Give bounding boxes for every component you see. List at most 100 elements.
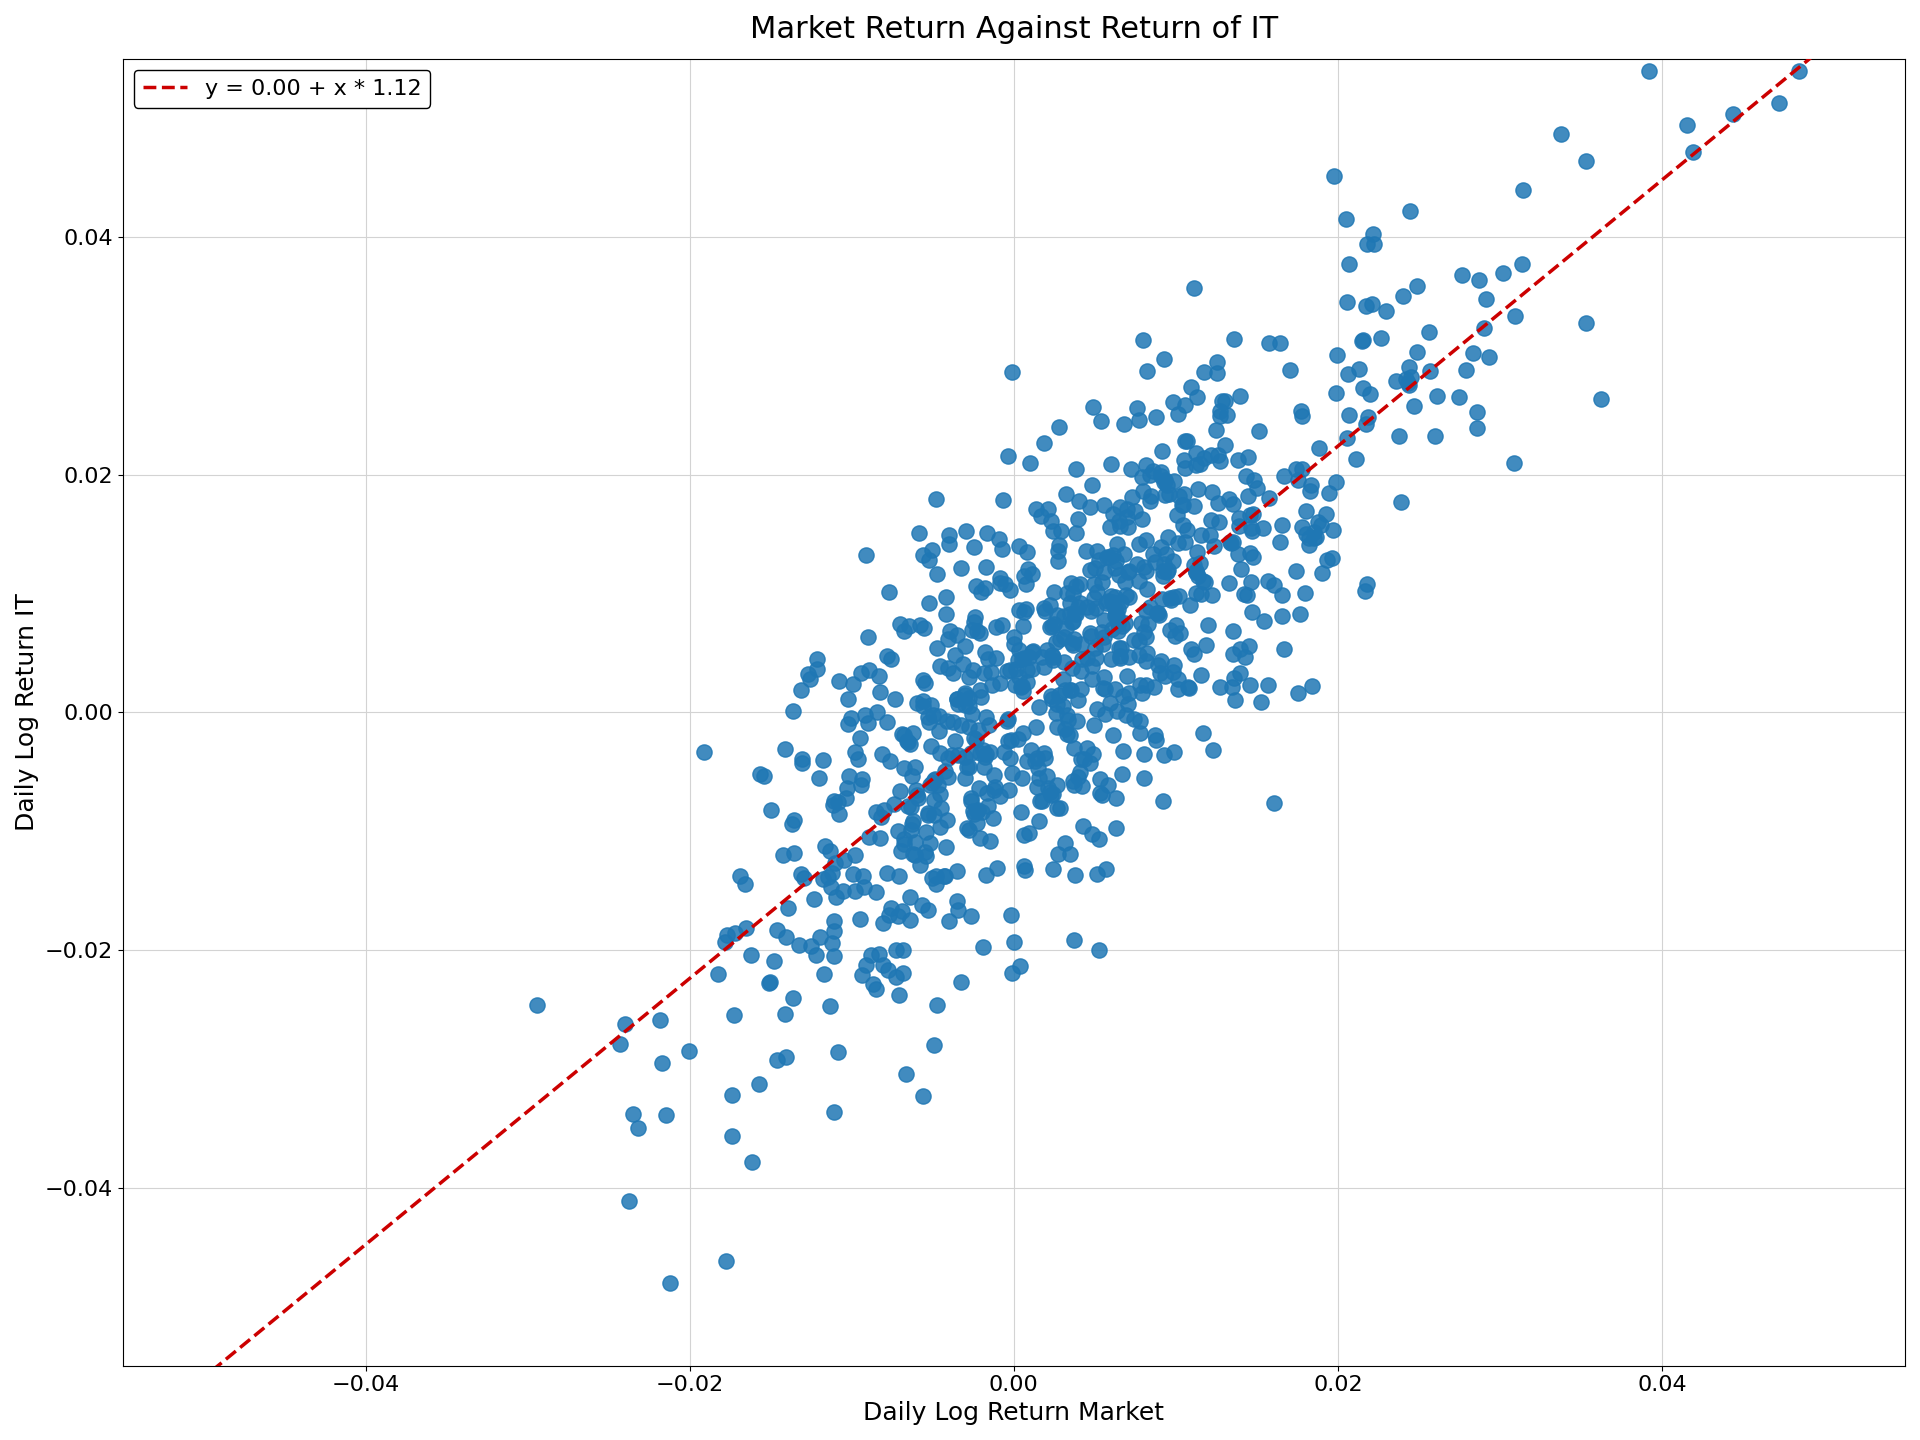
Point: [720, 922, 751, 945]
Point: [1233, 485, 1263, 508]
Point: [1129, 766, 1160, 789]
Point: [876, 896, 906, 919]
Point: [1044, 684, 1075, 707]
Point: [1290, 523, 1321, 546]
Point: [1146, 441, 1177, 464]
Point: [1012, 749, 1043, 772]
Point: [981, 857, 1012, 880]
Point: [1037, 644, 1068, 667]
Point: [1446, 264, 1476, 287]
Point: [968, 801, 998, 824]
Point: [1102, 619, 1133, 642]
Point: [762, 1048, 793, 1071]
Point: [1169, 456, 1200, 480]
Point: [1135, 490, 1165, 513]
Point: [1352, 295, 1382, 318]
Point: [1388, 285, 1419, 308]
Point: [1027, 789, 1058, 812]
Point: [868, 743, 899, 766]
Point: [874, 580, 904, 603]
Point: [954, 687, 985, 710]
Point: [837, 863, 868, 886]
Point: [1110, 570, 1140, 593]
Point: [1044, 415, 1075, 438]
Point: [1181, 454, 1212, 477]
Point: [716, 1084, 747, 1107]
Point: [958, 799, 989, 822]
Point: [1400, 395, 1430, 418]
Point: [820, 945, 851, 968]
Point: [1196, 444, 1227, 467]
Point: [985, 572, 1016, 595]
Point: [900, 756, 931, 779]
Point: [647, 1051, 678, 1074]
Point: [1169, 530, 1200, 553]
Point: [941, 687, 972, 710]
Point: [1016, 658, 1046, 681]
Point: [1006, 647, 1037, 670]
Point: [1114, 560, 1144, 583]
Point: [977, 806, 1008, 829]
Point: [914, 710, 945, 733]
Point: [996, 762, 1027, 785]
Point: [908, 694, 939, 717]
Point: [933, 910, 964, 933]
Point: [1213, 488, 1244, 511]
Point: [1311, 549, 1342, 572]
Point: [1187, 721, 1217, 744]
Point: [1114, 516, 1144, 539]
Point: [933, 628, 964, 651]
Point: [970, 744, 1000, 768]
Point: [972, 795, 1002, 818]
Point: [1298, 520, 1329, 543]
Point: [925, 782, 956, 805]
Point: [1035, 783, 1066, 806]
Point: [912, 801, 943, 824]
Point: [1094, 516, 1125, 539]
Point: [814, 995, 845, 1018]
Point: [1139, 459, 1169, 482]
Point: [1142, 602, 1173, 625]
Point: [1021, 776, 1052, 799]
Point: [1039, 613, 1069, 636]
Point: [1046, 520, 1077, 543]
Point: [993, 708, 1023, 732]
Point: [1150, 484, 1181, 507]
Point: [1039, 782, 1069, 805]
Point: [897, 819, 927, 842]
Point: [1390, 367, 1421, 390]
Point: [1144, 661, 1175, 684]
Point: [1158, 390, 1188, 413]
Point: [1217, 619, 1248, 642]
Point: [1052, 723, 1083, 746]
Point: [1356, 292, 1386, 315]
Point: [1204, 492, 1235, 516]
Point: [1075, 495, 1106, 518]
Point: [1014, 645, 1044, 668]
Point: [1225, 557, 1256, 580]
Point: [920, 865, 950, 888]
Point: [1146, 461, 1177, 484]
Point: [1365, 327, 1396, 350]
Point: [1043, 550, 1073, 573]
Point: [1204, 511, 1235, 534]
Point: [931, 809, 962, 832]
Point: [1100, 598, 1131, 621]
Point: [833, 688, 864, 711]
Point: [1348, 328, 1379, 351]
Point: [814, 840, 845, 863]
Point: [816, 876, 847, 899]
Point: [1054, 592, 1085, 615]
Point: [833, 765, 864, 788]
Point: [933, 533, 964, 556]
Point: [887, 723, 918, 746]
Point: [1085, 780, 1116, 804]
Point: [981, 647, 1012, 670]
Point: [1108, 543, 1139, 566]
Point: [1571, 311, 1601, 334]
Point: [1154, 619, 1185, 642]
Point: [1254, 487, 1284, 510]
Point: [645, 1008, 676, 1031]
Point: [1148, 743, 1179, 766]
Point: [1004, 665, 1035, 688]
